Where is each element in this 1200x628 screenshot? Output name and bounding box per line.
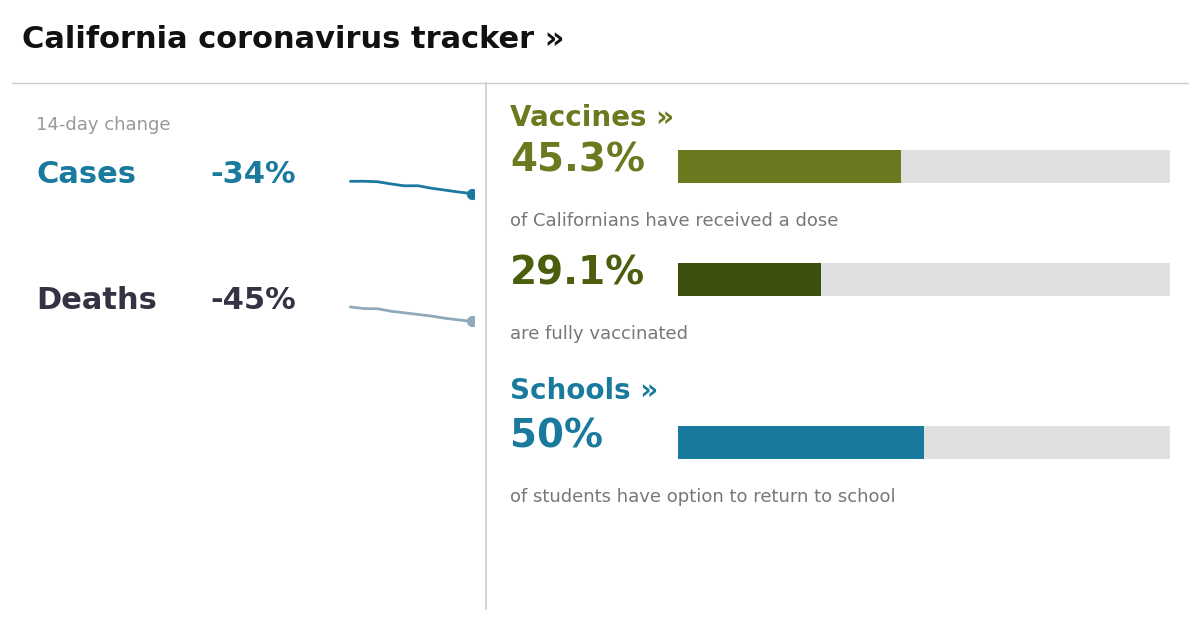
Bar — [678, 150, 901, 183]
Text: Schools »: Schools » — [510, 377, 659, 405]
Text: 45.3%: 45.3% — [510, 141, 646, 179]
Point — [462, 317, 481, 327]
Text: Deaths: Deaths — [36, 286, 157, 315]
Text: Cases: Cases — [36, 160, 136, 189]
Text: Vaccines »: Vaccines » — [510, 104, 674, 132]
Text: of Californians have received a dose: of Californians have received a dose — [510, 212, 839, 230]
Text: California coronavirus tracker »: California coronavirus tracker » — [22, 25, 564, 54]
Bar — [678, 263, 821, 296]
Text: 50%: 50% — [510, 418, 604, 455]
Text: of students have option to return to school: of students have option to return to sch… — [510, 488, 895, 506]
Text: -34%: -34% — [210, 160, 295, 189]
Text: are fully vaccinated: are fully vaccinated — [510, 325, 688, 343]
Text: -45%: -45% — [210, 286, 295, 315]
Bar — [678, 426, 924, 459]
Point — [462, 188, 481, 198]
Text: 14-day change: 14-day change — [36, 116, 170, 134]
Text: 29.1%: 29.1% — [510, 254, 646, 292]
